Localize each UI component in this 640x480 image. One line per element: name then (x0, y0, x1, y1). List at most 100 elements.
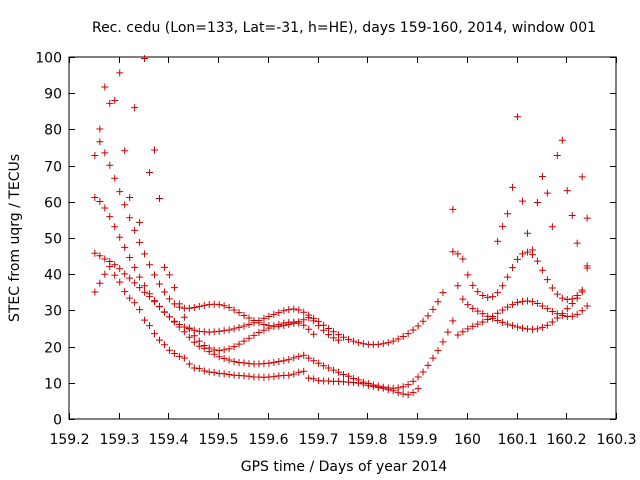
data-point (285, 371, 293, 379)
data-point (295, 319, 303, 327)
data-point (245, 372, 253, 380)
data-point (384, 339, 392, 347)
data-point (379, 340, 387, 348)
data-point (141, 288, 149, 296)
data-point (215, 327, 223, 335)
y-axis: 0 10 20 30 40 50 60 70 80 90 100 (35, 51, 616, 429)
data-point (568, 295, 576, 303)
data-point (235, 323, 243, 331)
x-tick-label: 160.2 (546, 432, 586, 448)
data-point (285, 356, 293, 364)
data-point (558, 311, 566, 319)
data-point (185, 333, 193, 341)
data-point (464, 325, 472, 333)
data-point (175, 352, 183, 360)
data-point (533, 257, 541, 265)
data-point (151, 146, 159, 154)
data-point (175, 300, 183, 308)
data-point (151, 297, 159, 305)
data-point (255, 319, 263, 327)
data-point (354, 339, 362, 347)
data-point (215, 353, 223, 361)
data-point (573, 239, 581, 247)
data-point (91, 288, 99, 296)
data-point (563, 296, 571, 304)
data-point (578, 173, 586, 181)
data-point (568, 212, 576, 220)
data-point (583, 262, 591, 270)
data-point (514, 113, 522, 121)
y-tick-label: 0 (53, 413, 62, 429)
data-point (414, 385, 422, 393)
x-tick-label: 159.5 (198, 432, 238, 448)
data-series (449, 248, 591, 333)
data-point (419, 317, 427, 325)
data-point (101, 83, 109, 91)
data-point (344, 335, 352, 343)
data-point (300, 308, 308, 316)
data-point (185, 324, 193, 332)
data-point (270, 322, 278, 330)
data-point (245, 334, 253, 342)
data-point (101, 270, 109, 278)
data-point (543, 305, 551, 313)
data-point (434, 347, 442, 355)
data-point (165, 346, 173, 354)
data-point (474, 288, 482, 296)
data-point (548, 223, 556, 231)
data-point (220, 302, 228, 310)
data-point (230, 357, 238, 365)
data-point (175, 321, 183, 329)
data-point (414, 322, 422, 330)
data-point (404, 391, 412, 399)
data-series (91, 249, 457, 392)
data-point (116, 69, 124, 77)
data-point (310, 330, 318, 338)
data-point (230, 306, 238, 314)
data-point (469, 322, 477, 330)
data-point (459, 328, 467, 336)
data-point (146, 261, 154, 269)
data-point (160, 288, 168, 296)
data-point (349, 374, 357, 382)
data-point (479, 310, 487, 318)
data-point (330, 328, 338, 336)
data-point (210, 346, 218, 354)
data-point (265, 324, 273, 332)
data-point (146, 290, 154, 298)
data-point (101, 204, 109, 212)
data-point (136, 218, 144, 226)
data-point (320, 326, 328, 334)
y-tick-label: 40 (44, 268, 62, 284)
data-point (205, 344, 213, 352)
data-point (374, 382, 382, 390)
y-tick-label: 70 (44, 160, 62, 176)
data-point (190, 332, 198, 340)
data-point (190, 364, 198, 372)
data-point (439, 289, 447, 297)
data-point (359, 378, 367, 386)
y-axis-label: STEC from uqrg / TECUs (7, 154, 23, 322)
data-point (424, 312, 432, 320)
data-point (429, 354, 437, 362)
data-point (151, 330, 159, 338)
data-point (260, 314, 268, 322)
data-point (111, 174, 119, 182)
x-axis-label: GPS time / Days of year 2014 (241, 459, 448, 475)
data-point (180, 323, 188, 331)
data-point (205, 368, 213, 376)
data-point (429, 305, 437, 313)
y-tick-label: 20 (44, 341, 62, 357)
data-point (434, 298, 442, 306)
data-point (509, 301, 517, 309)
data-point (568, 312, 576, 320)
data-point (290, 305, 298, 313)
data-point (563, 305, 571, 313)
data-point (409, 326, 417, 334)
data-point (116, 278, 124, 286)
data-point (573, 292, 581, 300)
data-point (305, 354, 313, 362)
data-point (404, 381, 412, 389)
data-point (399, 332, 407, 340)
data-point (295, 306, 303, 314)
